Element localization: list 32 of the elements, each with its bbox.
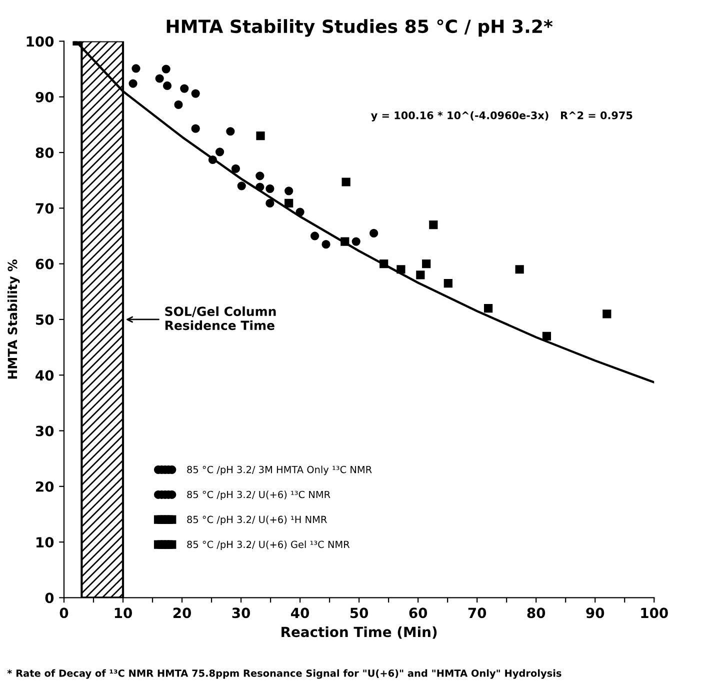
x-tick-label: 80 — [527, 608, 546, 618]
text: * Rate of Decay of ¹³C NMR HMTA 75.8ppm Resonance Signal for "U(+6)" and "HMTA Only" Hydrolysis — [7, 669, 562, 679]
y-tick-label: 70 — [36, 203, 54, 214]
y-tick-label: 80 — [36, 147, 54, 158]
x-axis-title: Reaction Time (Min) — [282, 626, 437, 639]
x-tick-label: 20 — [173, 608, 192, 618]
y-tick-label: 10 — [36, 537, 54, 548]
y-tick-label: 40 — [36, 370, 54, 381]
x-tick-label: 50 — [350, 608, 368, 618]
x-tick-label: 90 — [586, 608, 604, 618]
band-label: SOL/Gel Column Residence Time — [165, 306, 276, 330]
x-tick-label: 60 — [409, 608, 428, 618]
x-tick-label: 100 — [641, 608, 668, 618]
y-tick-label: 90 — [36, 92, 54, 102]
x-tick-label: 30 — [232, 608, 250, 618]
x-tick-label: 40 — [291, 608, 310, 618]
y-tick-label: 0 — [45, 592, 54, 604]
chart-title: HMTA Stability Studies 85 °C / pH 3.2* — [166, 19, 553, 37]
x-tick-label: 70 — [468, 608, 486, 618]
x-tick-label: 10 — [114, 608, 132, 618]
y-tick-label: 30 — [36, 426, 54, 436]
legend-label: 85 °C /pH 3.2/ U(+6) ¹³C NMR — [187, 490, 330, 500]
y-tick-label: 100 — [26, 36, 54, 47]
y-tick-label: 50 — [36, 314, 54, 325]
legend-label: 85 °C /pH 3.2/ U(+6) ¹H NMR — [187, 516, 327, 526]
legend-label: 85 °C /pH 3.2/ U(+6) Gel ¹³C NMR — [187, 540, 350, 550]
annotation: y = 100.16 * 10^(-4.0960e-3x) R^2 = 0.975 — [370, 111, 632, 122]
y-tick-label: 20 — [36, 481, 54, 492]
y-tick-label: 60 — [36, 258, 54, 270]
y-axis-title: HMTA Stability % — [8, 260, 20, 379]
x-tick-label: 0 — [60, 608, 68, 618]
legend-label: 85 °C /pH 3.2/ 3M HMTA Only ¹³C NMR — [187, 466, 372, 476]
